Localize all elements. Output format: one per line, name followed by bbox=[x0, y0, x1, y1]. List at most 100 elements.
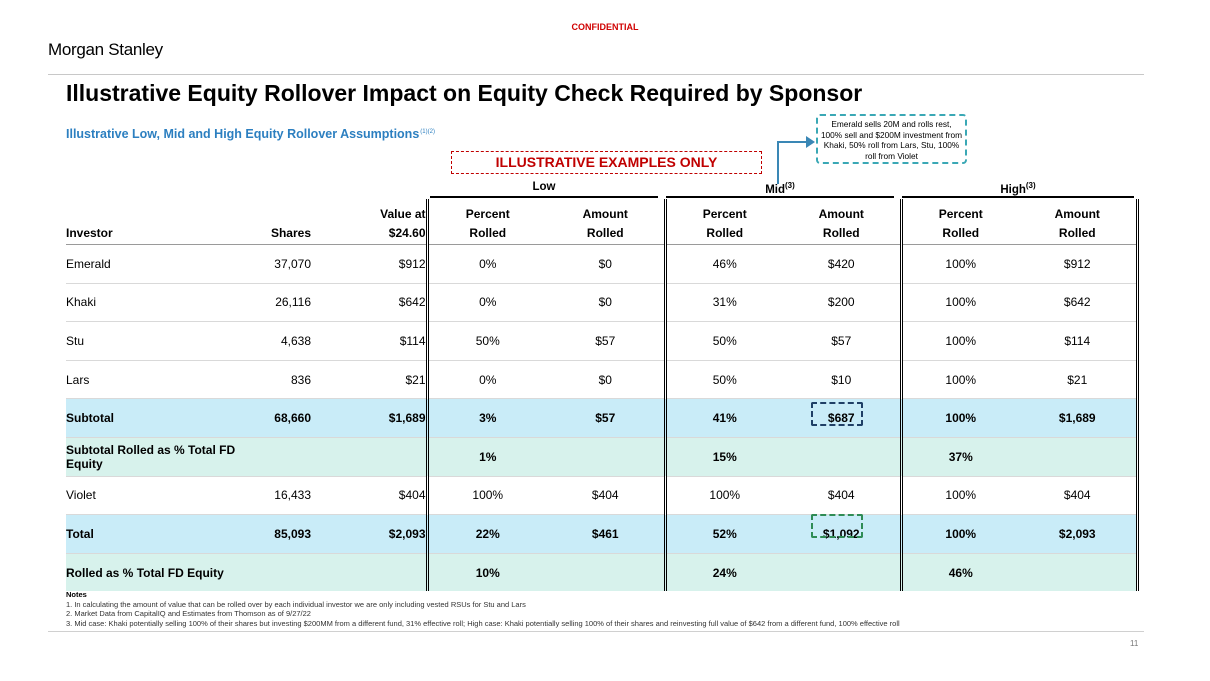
group-label-low: Low bbox=[532, 181, 556, 193]
high-pct-cell: 100% bbox=[901, 321, 1019, 361]
low-amt-cell: $404 bbox=[547, 476, 667, 516]
shares-cell: 16,433 bbox=[246, 476, 311, 516]
investor-cell: Violet bbox=[66, 476, 246, 516]
investor-cell: Khaki bbox=[66, 283, 246, 323]
high-pct-cell: 100% bbox=[901, 514, 1019, 554]
group-label-high: High bbox=[1000, 183, 1026, 196]
value-cell bbox=[311, 553, 429, 592]
group-rule-low bbox=[430, 196, 658, 198]
low-amt-cell bbox=[547, 553, 667, 592]
value-cell: $1,689 bbox=[311, 398, 429, 438]
low-amt-cell: $0 bbox=[547, 283, 667, 323]
brand-logo: Morgan Stanley bbox=[48, 40, 163, 59]
shares-cell: 26,116 bbox=[246, 283, 311, 323]
header-low-pct-bottom: Rolled bbox=[427, 221, 547, 245]
investor-cell: Stu bbox=[66, 321, 246, 361]
table-row: Rolled as % Total FD Equity 10% 24% 46% bbox=[66, 553, 1139, 592]
header-cell-empty bbox=[66, 199, 246, 221]
group-rule-mid bbox=[666, 196, 894, 198]
high-amt-cell: $642 bbox=[1019, 283, 1139, 323]
mid-pct-cell: 15% bbox=[665, 437, 783, 477]
high-amt-cell: $912 bbox=[1019, 244, 1139, 284]
value-cell bbox=[311, 437, 429, 477]
low-pct-cell: 100% bbox=[427, 476, 547, 516]
shares-cell: 37,070 bbox=[246, 244, 311, 284]
value-cell: $404 bbox=[311, 476, 429, 516]
low-amt-cell: $0 bbox=[547, 244, 667, 284]
table-row: Subtotal Rolled as % Total FD Equity 1% 15… bbox=[66, 437, 1139, 477]
mid-amt-cell: $57 bbox=[783, 321, 903, 361]
shares-cell: 4,638 bbox=[246, 321, 311, 361]
header-shares: Shares bbox=[246, 221, 311, 245]
note-2: 2. Market Data from CapitalIQ and Estima… bbox=[66, 609, 311, 618]
rollover-table: Value at Percent Amount Percent Amount P… bbox=[66, 199, 1139, 592]
low-pct-cell: 0% bbox=[427, 283, 547, 323]
subtitle-text: Illustrative Low, Mid and High Equity Ro… bbox=[66, 127, 420, 141]
mid-amt-cell bbox=[783, 553, 903, 592]
illustrative-banner: ILLUSTRATIVE EXAMPLES ONLY bbox=[451, 151, 762, 174]
low-amt-cell: $461 bbox=[547, 514, 667, 554]
table-row: Subtotal 68,660 $1,689 3% $57 41% $687 100% $1,6… bbox=[66, 398, 1139, 438]
high-amt-cell: $21 bbox=[1019, 360, 1139, 400]
low-pct-cell: 1% bbox=[427, 437, 547, 477]
header-divider bbox=[48, 74, 1144, 75]
group-label-mid: Mid bbox=[765, 183, 786, 196]
callout-connector bbox=[777, 142, 779, 184]
low-pct-cell: 10% bbox=[427, 553, 547, 592]
shares-cell bbox=[246, 437, 311, 477]
mid-amt-cell: $200 bbox=[783, 283, 903, 323]
mid-pct-cell: 52% bbox=[665, 514, 783, 554]
mid-amt-cell: $420 bbox=[783, 244, 903, 284]
header-investor: Investor bbox=[66, 221, 246, 245]
investor-cell: Emerald bbox=[66, 244, 246, 284]
group-ref-high: (3) bbox=[1025, 181, 1036, 190]
mid-amt-cell: $687 bbox=[783, 398, 903, 438]
investor-cell: Subtotal Rolled as % Total FD Equity bbox=[66, 437, 246, 477]
high-pct-cell: 37% bbox=[901, 437, 1019, 477]
mid-case-callout: Emerald sells 20M and rolls rest, 100% s… bbox=[816, 114, 967, 164]
notes-heading: Notes bbox=[66, 590, 87, 599]
low-amt-cell: $57 bbox=[547, 321, 667, 361]
mid-amt-cell: $1,092 bbox=[783, 514, 903, 554]
table-row: Khaki 26,116 $642 0% $0 31% $200 100% $642 bbox=[66, 283, 1139, 323]
header-high-amt-bottom: Rolled bbox=[1019, 221, 1139, 245]
table-row: Total 85,093 $2,093 22% $461 52% $1,092 100% $2,… bbox=[66, 514, 1139, 554]
table-header-row-2: Investor Shares $24.60 Rolled Rolled Rol… bbox=[66, 221, 1139, 245]
page-number: 11 bbox=[1130, 639, 1139, 648]
high-amt-cell: $2,093 bbox=[1019, 514, 1139, 554]
confidential-label: CONFIDENTIAL bbox=[571, 22, 639, 32]
low-amt-cell: $57 bbox=[547, 398, 667, 438]
highlight-mid-total bbox=[811, 514, 863, 538]
mid-pct-cell: 31% bbox=[665, 283, 783, 323]
table-row: Violet 16,433 $404 100% $404 100% $404 100% $404 bbox=[66, 476, 1139, 516]
note-1: 1. In calculating the amount of value th… bbox=[66, 599, 526, 609]
low-pct-cell: 3% bbox=[427, 398, 547, 438]
table-row: Stu 4,638 $114 50% $57 50% $57 100% $114 bbox=[66, 321, 1139, 361]
arrow-icon bbox=[806, 136, 815, 148]
value-cell: $912 bbox=[311, 244, 429, 284]
highlight-mid-subtotal bbox=[811, 402, 863, 426]
notes-block: Notes 1. In calculating the amount of va… bbox=[66, 590, 900, 628]
low-pct-cell: 0% bbox=[427, 244, 547, 284]
header-high-pct-bottom: Rolled bbox=[901, 221, 1019, 245]
mid-pct-cell: 24% bbox=[665, 553, 783, 592]
mid-amt-cell: $404 bbox=[783, 476, 903, 516]
mid-pct-cell: 50% bbox=[665, 321, 783, 361]
header-low-amt-bottom: Rolled bbox=[547, 221, 667, 245]
header-low-pct-top: Percent bbox=[465, 207, 510, 221]
header-high-amt-top: Amount bbox=[1019, 199, 1139, 221]
subtitle-footnote-refs: (1)(2) bbox=[420, 128, 435, 135]
high-pct-cell: 100% bbox=[901, 283, 1019, 323]
high-pct-cell: 46% bbox=[901, 553, 1019, 592]
high-amt-cell bbox=[1019, 553, 1139, 592]
shares-cell: 68,660 bbox=[246, 398, 311, 438]
header-cell-empty bbox=[246, 199, 311, 221]
group-header-mid: Mid(3) bbox=[666, 181, 894, 196]
high-amt-cell: $114 bbox=[1019, 321, 1139, 361]
group-header-high: High(3) bbox=[902, 181, 1134, 196]
page-title: Illustrative Equity Rollover Impact on E… bbox=[66, 80, 863, 106]
low-amt-cell bbox=[547, 437, 667, 477]
group-rule-high bbox=[902, 196, 1134, 198]
group-ref-mid: (3) bbox=[785, 181, 795, 190]
note-3: 3. Mid case: Khaki potentially selling 1… bbox=[66, 618, 900, 628]
